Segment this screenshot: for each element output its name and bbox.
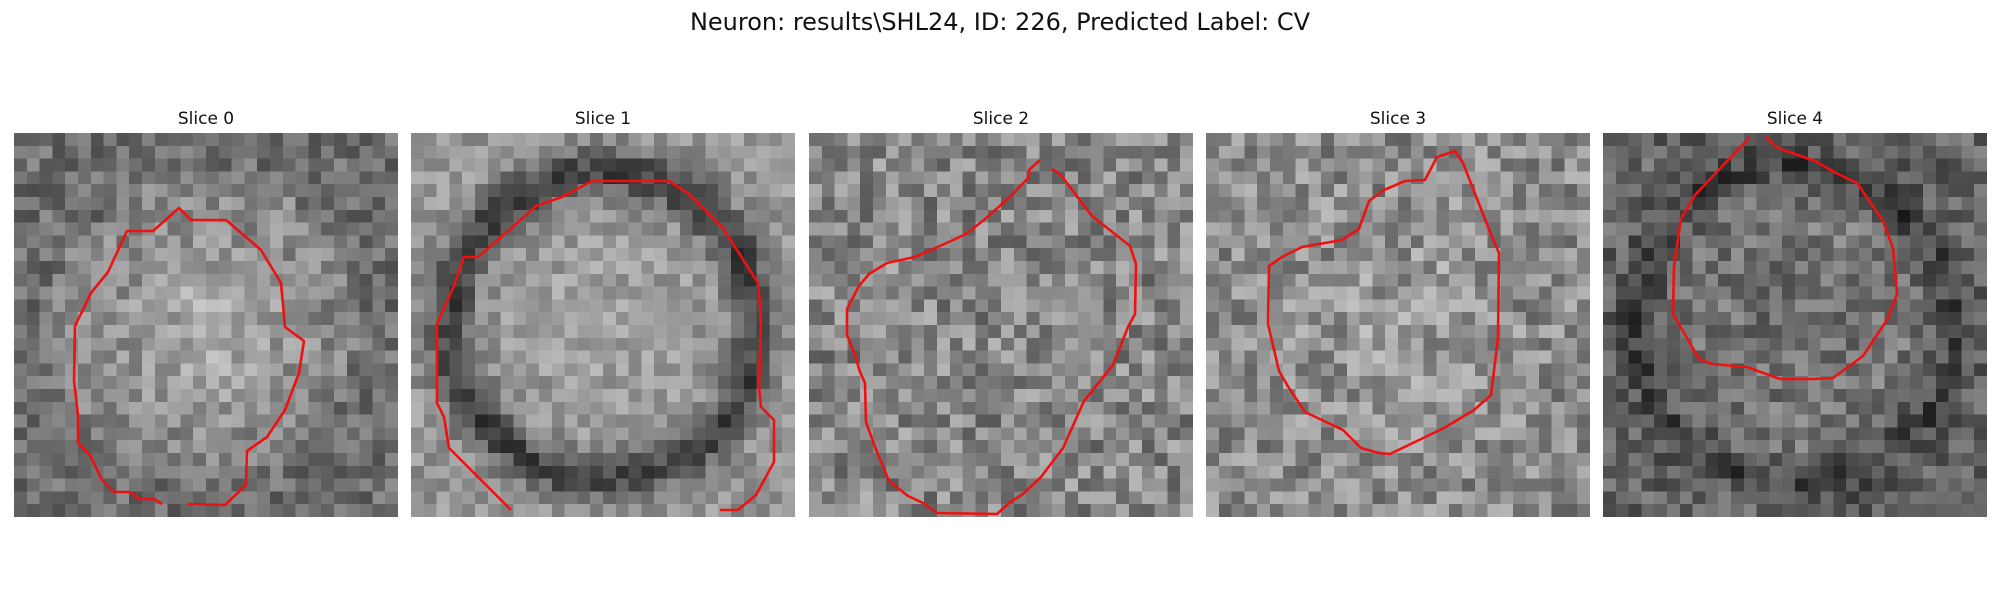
slice-3-image: [1206, 133, 1590, 517]
slice-1-image: [411, 133, 795, 517]
slice-1-title: Slice 1: [411, 109, 795, 129]
slice-3-title: Slice 3: [1206, 109, 1590, 129]
slice-2-title: Slice 2: [809, 109, 1193, 129]
figure-title: Neuron: results\SHL24, ID: 226, Predicte…: [0, 8, 2000, 36]
slice-0-title: Slice 0: [14, 109, 398, 129]
slice-4-image: [1603, 133, 1987, 517]
slice-4-title: Slice 4: [1603, 109, 1987, 129]
slice-2-image: [809, 133, 1193, 517]
slice-0-image: [14, 133, 398, 517]
